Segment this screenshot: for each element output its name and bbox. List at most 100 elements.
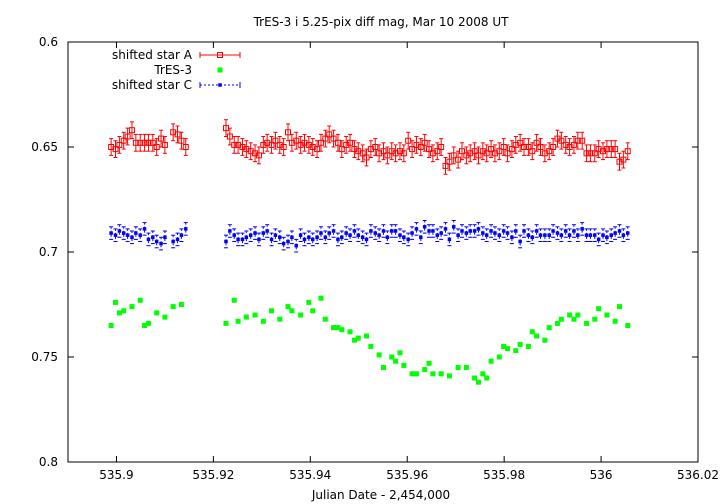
data-point [124, 133, 131, 140]
error-bar [567, 138, 572, 156]
data-point [261, 231, 266, 235]
data-point [178, 137, 185, 144]
data-point [273, 233, 278, 237]
data-point [500, 144, 507, 150]
data-point [145, 139, 152, 146]
error-bar [542, 228, 547, 242]
error-bar [427, 224, 432, 238]
error-bar [397, 228, 402, 242]
data-point [410, 231, 414, 235]
data-point [592, 316, 598, 322]
error-bar [389, 224, 394, 238]
error-bar [162, 136, 167, 154]
data-point [132, 139, 139, 146]
error-bar [318, 133, 323, 152]
error-bar [318, 226, 323, 240]
data-point [555, 231, 560, 235]
data-point [281, 241, 286, 246]
data-point [293, 137, 300, 144]
data-point [336, 237, 340, 242]
data-point [601, 233, 605, 237]
data-point [458, 148, 465, 155]
data-point [381, 229, 386, 233]
error-bar [551, 138, 556, 156]
data-point [380, 365, 386, 370]
error-bar [183, 222, 188, 236]
data-point [497, 233, 502, 237]
data-point [446, 158, 453, 165]
data-point [496, 148, 503, 155]
data-point [442, 162, 449, 169]
error-bar [468, 144, 473, 163]
data-point [347, 139, 354, 146]
error-bar [248, 142, 253, 161]
error-bar [393, 144, 398, 163]
error-bar [571, 224, 576, 238]
error-bar [472, 142, 477, 161]
error-bar [129, 230, 134, 245]
error-bar [227, 127, 232, 146]
error-bar [265, 224, 270, 238]
data-point [430, 371, 436, 377]
legend-marker [217, 67, 223, 73]
data-point [526, 233, 531, 237]
data-point [113, 233, 118, 237]
data-point [584, 233, 589, 237]
x-tick-label: 535.96 [386, 468, 428, 482]
error-bar [146, 232, 151, 247]
error-bar [273, 228, 278, 242]
error-bar [286, 234, 291, 249]
error-bar [175, 232, 180, 247]
data-point [306, 299, 312, 305]
error-bar [427, 140, 432, 158]
error-bar [273, 131, 278, 150]
data-point [331, 229, 336, 233]
data-point [604, 312, 610, 318]
error-bar [518, 234, 523, 249]
data-point [427, 229, 431, 233]
data-point [409, 371, 415, 377]
error-bar [538, 228, 543, 242]
data-point [475, 152, 482, 159]
data-point [571, 316, 577, 322]
data-point [504, 150, 511, 157]
error-bar [584, 228, 589, 242]
data-point [488, 358, 494, 364]
error-bar [563, 136, 568, 154]
error-bar [327, 125, 332, 144]
data-point [472, 229, 477, 233]
error-bar [364, 148, 369, 167]
data-point [538, 233, 543, 237]
data-point [240, 237, 245, 242]
data-point [348, 233, 352, 237]
x-tick-label: 536 [590, 468, 613, 482]
chart-title: TrES-3 i 5.25-pix diff mag, Mar 10 2008 … [253, 15, 510, 29]
data-point [142, 323, 148, 328]
error-bar [414, 222, 419, 236]
error-bar [613, 140, 618, 158]
data-point [518, 239, 522, 244]
data-point [364, 237, 369, 242]
error-bar [183, 138, 188, 156]
data-point [397, 350, 403, 356]
error-bar [489, 140, 494, 158]
error-bar [617, 152, 622, 171]
data-point [141, 139, 148, 146]
data-point [331, 325, 337, 331]
axes: 535.9 535.92 535.94 535.96 535.98 536 536.02 0.… [31, 35, 719, 482]
data-point [235, 318, 241, 324]
data-point [116, 310, 122, 316]
error-bar [443, 157, 448, 175]
error-bar [138, 228, 143, 242]
data-point [334, 139, 341, 146]
data-point [530, 235, 535, 240]
error-bar [150, 133, 155, 152]
data-point [175, 237, 180, 242]
error-bar [464, 226, 469, 240]
error-bar [563, 224, 568, 238]
error-bar [447, 152, 452, 171]
error-bar [443, 222, 448, 236]
data-point [298, 312, 304, 318]
data-point [393, 229, 398, 233]
data-point [377, 233, 381, 237]
